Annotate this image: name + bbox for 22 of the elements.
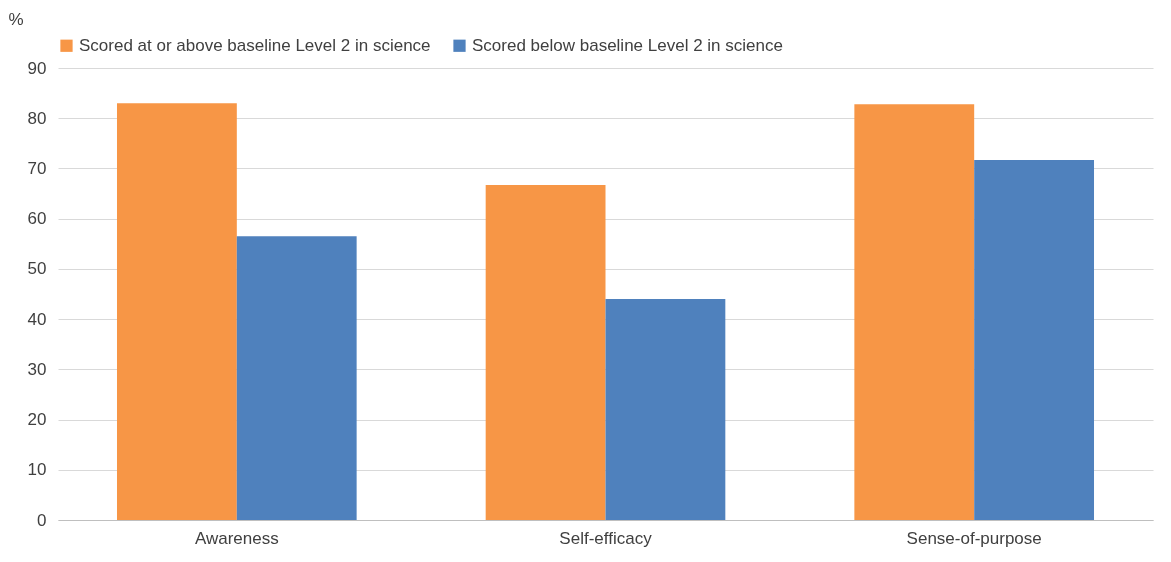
x-tick-label: Self-efficacy	[559, 528, 653, 548]
bar	[854, 104, 975, 520]
y-tick-label: 20	[27, 410, 47, 430]
legend-label: Scored at or above baseline Level 2 in science	[79, 35, 431, 55]
bar	[236, 236, 357, 520]
bar	[485, 185, 606, 520]
x-tick-label: Sense-of-purpose	[906, 528, 1042, 548]
legend-label: Scored below baseline Level 2 in science	[472, 35, 783, 55]
y-axis-title: %	[8, 9, 24, 29]
y-tick-label: 0	[37, 510, 47, 530]
y-tick-label: 90	[27, 58, 47, 78]
y-tick-label: 80	[27, 108, 47, 128]
x-tick-label: Awareness	[194, 528, 279, 548]
bar	[974, 159, 1095, 520]
y-tick-label: 70	[27, 158, 47, 178]
bar	[605, 299, 726, 520]
y-tick-label: 40	[27, 309, 47, 329]
y-tick-label: 60	[27, 209, 47, 229]
y-tick-label: 10	[27, 460, 47, 480]
y-tick-label: 30	[27, 359, 47, 379]
bar	[116, 103, 237, 520]
y-tick-label: 50	[27, 259, 47, 279]
